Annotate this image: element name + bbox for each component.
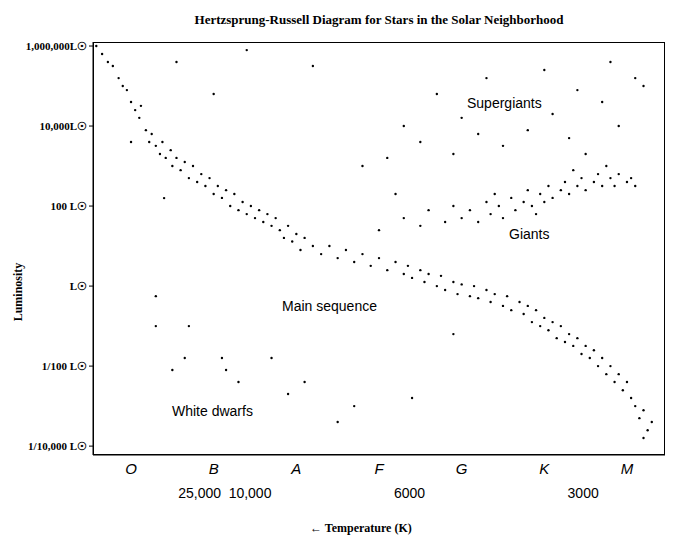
svg-text:O: O — [125, 460, 137, 477]
html-text:Giants: Giants — [509, 226, 550, 242]
svg-text:6000: 6000 — [394, 485, 425, 501]
svg-text:1,000,000L☉: 1,000,000L☉ — [26, 40, 87, 52]
html-text:White dwarfs: White dwarfs — [172, 403, 253, 419]
html-text:Main sequence: Main sequence — [282, 298, 377, 314]
svg-text:M: M — [621, 460, 634, 477]
svg-text:A: A — [290, 460, 301, 477]
html-text:← Temperature (K): ← Temperature (K) — [310, 521, 412, 535]
svg-text:L☉: L☉ — [70, 280, 87, 292]
svg-text:B: B — [209, 460, 219, 477]
svg-text:10,000: 10,000 — [229, 485, 272, 501]
html-text:Supergiants: Supergiants — [467, 95, 542, 111]
svg-text:G: G — [456, 460, 468, 477]
svg-text:25,000: 25,000 — [178, 485, 221, 501]
svg-text:F: F — [374, 460, 384, 477]
svg-text:3000: 3000 — [568, 485, 599, 501]
svg-text:K: K — [539, 460, 550, 477]
html-text:Luminosity: Luminosity — [10, 262, 25, 322]
svg-text:1/10,000 L☉: 1/10,000 L☉ — [28, 440, 87, 452]
svg-text:100 L☉: 100 L☉ — [50, 200, 87, 212]
html-text:Hertzsprung-Russell Diagram fo: Hertzsprung-Russell Diagram for Stars in… — [194, 12, 564, 27]
svg-text:1/100 L☉: 1/100 L☉ — [42, 360, 87, 372]
svg-text:10,000L☉: 10,000L☉ — [39, 120, 87, 132]
